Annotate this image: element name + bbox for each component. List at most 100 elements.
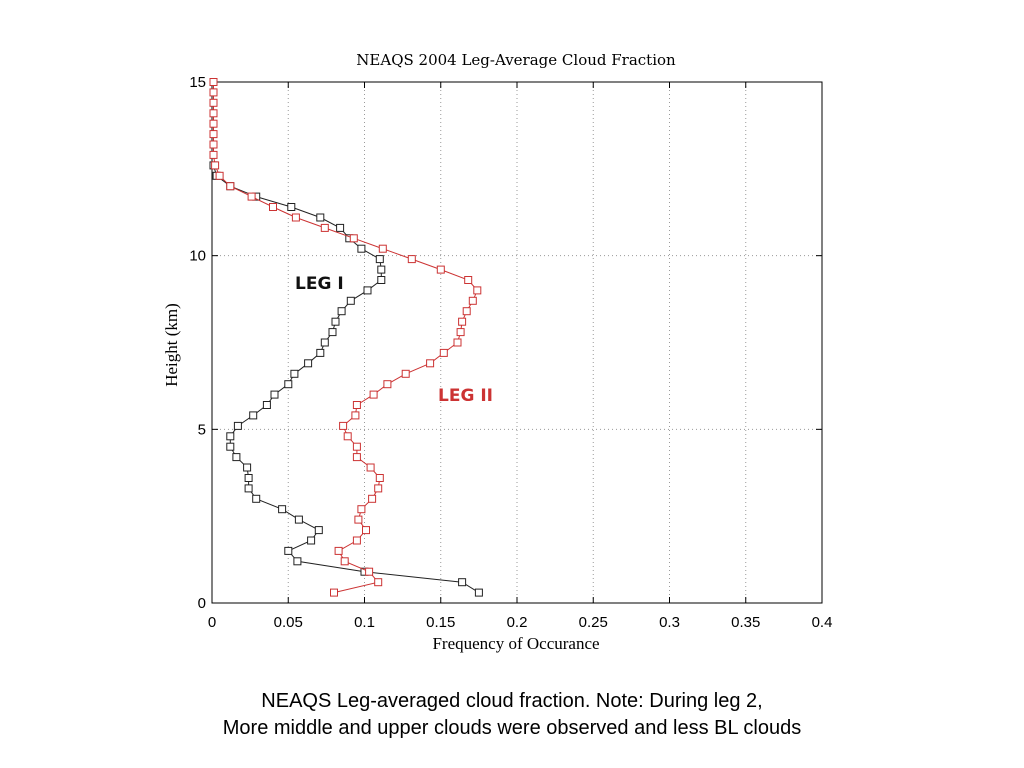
data-point: [453, 338, 462, 347]
data-point: [209, 109, 218, 118]
x-tick-label: 0: [208, 614, 216, 631]
data-point: [209, 78, 218, 86]
data-point: [244, 484, 253, 493]
data-point: [262, 401, 271, 409]
x-tick-label: 0.15: [426, 614, 455, 631]
data-point: [473, 286, 482, 295]
data-point: [304, 359, 313, 368]
data-point: [436, 265, 445, 274]
data-point: [363, 286, 372, 295]
data-point: [352, 401, 361, 409]
data-point: [330, 588, 338, 597]
x-tick-label: 0.4: [812, 614, 833, 631]
data-point: [339, 421, 348, 430]
data-point: [243, 463, 252, 472]
data-point: [354, 515, 363, 524]
data-point: [249, 411, 258, 420]
axis-ticks: 0 0.05 0.1 0.15 0.2 0.25 0.3 0.35 0.4 0 5 10 15: [189, 74, 832, 631]
data-point: [278, 505, 287, 514]
data-point: [284, 380, 293, 389]
data-point: [351, 411, 360, 420]
data-point: [293, 557, 302, 566]
caption-line-1: NEAQS Leg-averaged cloud fraction. Note:…: [261, 690, 763, 712]
data-point: [426, 359, 435, 368]
y-tick-label: 5: [198, 421, 206, 438]
data-point: [375, 255, 384, 264]
data-point: [226, 432, 235, 441]
data-point: [352, 536, 361, 545]
legend-leg-1: LEG I: [295, 274, 344, 294]
data-point: [226, 182, 235, 191]
data-point: [468, 296, 477, 305]
slide-caption: NEAQS Leg-averaged cloud fraction. Note:…: [0, 688, 1024, 742]
data-point: [252, 494, 261, 503]
x-tick-label: 0.2: [507, 614, 528, 631]
data-point: [247, 192, 256, 201]
data-point: [383, 380, 392, 389]
data-point: [352, 453, 361, 462]
data-point: [464, 276, 473, 284]
data-point: [209, 150, 218, 159]
x-tick-label: 0.05: [274, 614, 303, 631]
y-tick-label: 15: [189, 74, 206, 91]
data-point: [307, 536, 316, 545]
data-point: [366, 463, 375, 472]
data-point: [287, 203, 296, 211]
x-tick-label: 0.35: [731, 614, 760, 631]
data-point: [369, 390, 378, 399]
legend-leg-2: LEG II: [438, 386, 493, 406]
data-point: [314, 526, 323, 535]
data-point: [334, 546, 343, 555]
data-point: [328, 328, 337, 337]
data-point: [331, 317, 340, 326]
data-point: [340, 557, 349, 566]
data-point: [209, 140, 218, 149]
data-point: [352, 442, 361, 451]
data-point: [377, 265, 386, 274]
data-point: [368, 494, 377, 503]
data-point: [357, 244, 366, 253]
data-point: [294, 515, 303, 524]
data-point: [378, 244, 387, 253]
data-point: [346, 296, 355, 305]
data-point: [232, 453, 241, 462]
y-tick-label: 0: [198, 595, 206, 612]
data-point: [233, 421, 242, 430]
data-point: [374, 578, 383, 587]
data-point: [209, 119, 218, 128]
y-axis-label: Height (km): [162, 303, 181, 387]
data-point: [320, 338, 329, 347]
data-point: [337, 307, 346, 316]
data-point: [336, 223, 345, 232]
caption-line-2: More middle and upper clouds were observ…: [222, 717, 802, 739]
data-point: [462, 307, 471, 316]
x-tick-label: 0.3: [659, 614, 680, 631]
data-point: [211, 161, 220, 170]
data-point: [284, 546, 293, 555]
data-point: [316, 213, 325, 222]
data-point: [349, 234, 358, 243]
data-point: [209, 88, 218, 97]
data-point: [365, 567, 374, 576]
data-point: [316, 348, 325, 357]
data-point: [215, 171, 224, 180]
data-point: [226, 442, 235, 451]
chart-title: NEAQS 2004 Leg-Average Cloud Fraction: [356, 51, 676, 69]
data-point: [290, 369, 299, 378]
data-point: [375, 474, 384, 482]
data-point: [291, 213, 300, 222]
data-point: [244, 474, 253, 482]
series-leg-2: [209, 78, 482, 597]
y-tick-label: 10: [189, 248, 206, 265]
data-point: [269, 203, 277, 211]
data-point: [209, 98, 218, 107]
data-point: [209, 130, 218, 139]
data-point: [458, 317, 467, 326]
x-tick-label: 0.25: [579, 614, 608, 631]
series-layer: [209, 78, 483, 597]
data-point: [458, 578, 467, 587]
data-point: [401, 369, 410, 378]
data-point: [377, 276, 386, 284]
x-axis-label: Frequency of Occurance: [432, 634, 599, 653]
data-point: [362, 526, 370, 535]
